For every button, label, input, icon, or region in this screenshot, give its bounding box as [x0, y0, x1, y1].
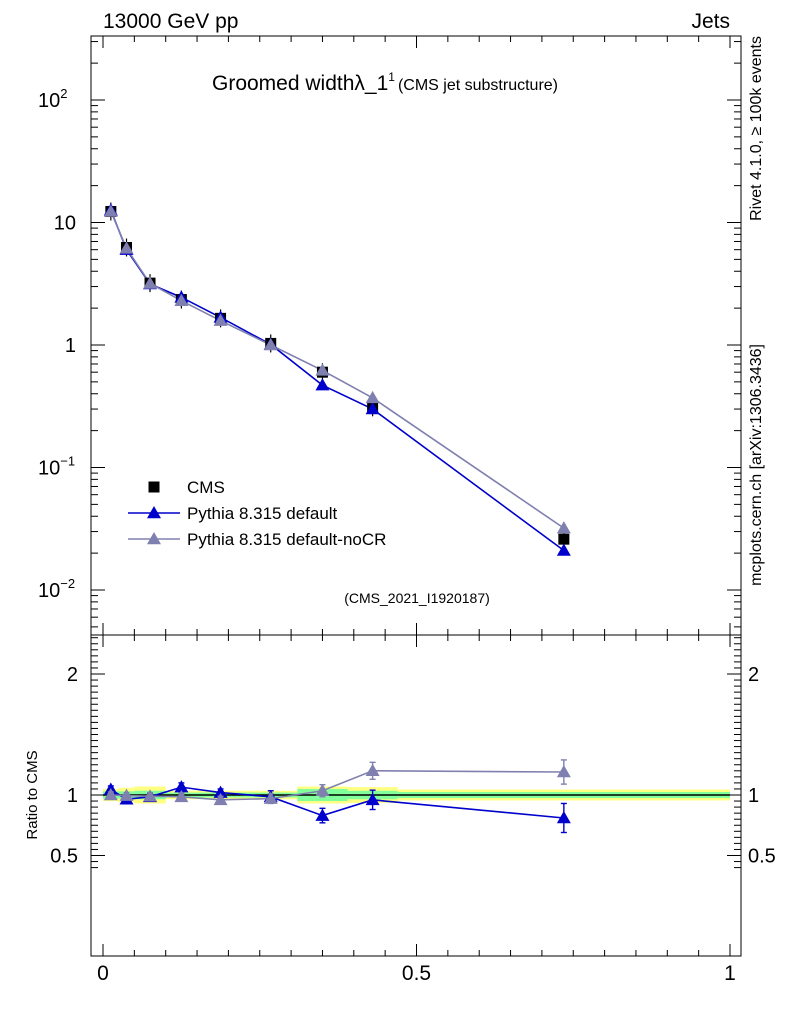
mc-data-point [263, 338, 278, 351]
y-tick-base: 10 [54, 213, 76, 235]
mc-data-point [174, 293, 189, 306]
x-tick-label: 0 [97, 962, 109, 985]
legend-marker [147, 532, 161, 545]
mc-data-point [556, 521, 571, 534]
y-tick-label-right: 1 [748, 785, 759, 807]
mc-data-point [103, 204, 118, 217]
energy-label: 13000 GeV pp [103, 10, 238, 33]
rivet-version-label: Rivet 4.1.0, ≥ 100k events [748, 36, 765, 221]
y-tick-exponent: −2 [60, 576, 75, 591]
title-symbol: λ_1 [354, 72, 388, 95]
x-tick-label: 1 [724, 962, 736, 985]
ratio-data-point [174, 780, 189, 793]
legend-marker [147, 506, 161, 519]
y-tick-exponent: −1 [60, 454, 75, 469]
mc-data-point [365, 402, 380, 415]
title-sup: 1 [388, 70, 395, 84]
mc-data-point [315, 363, 330, 376]
process-label: Jets [691, 10, 730, 33]
ratio-data-point [143, 789, 158, 802]
title-main: Groomed width [212, 72, 354, 95]
y-tick-label: 10−2 [38, 576, 75, 602]
y-tick-label: 1 [67, 785, 78, 807]
series-line [110, 209, 565, 552]
y-tick-label-right: 0.5 [748, 846, 776, 868]
plot-title: Groomed widthλ_11 (CMS jet substructure) [212, 70, 558, 95]
ratio-data-point [263, 791, 278, 804]
legend-marker-cms [148, 481, 160, 493]
x-tick-label: 0.5 [402, 962, 431, 985]
ratio-data-point [174, 789, 189, 803]
ratio-ylabel: Ratio to CMS [24, 750, 41, 839]
ratio-data-point [103, 788, 118, 801]
y-tick-base: 10 [38, 458, 60, 480]
mc-data-point [315, 378, 330, 391]
ratio-data-point [213, 785, 228, 798]
legend-label: Pythia 8.315 default-noCR [187, 530, 386, 549]
y-tick-exponent: 2 [60, 86, 67, 101]
series-line [110, 211, 565, 529]
mc-data-point [143, 276, 158, 289]
y-tick-label: 10−1 [38, 454, 75, 480]
mc-data-point [119, 241, 134, 254]
title-sub: (CMS jet substructure) [398, 77, 558, 94]
ratio-data-point [213, 792, 228, 806]
ratio-data-point [556, 810, 571, 824]
ratio-panel: 0 0.5 1 2 2 1 1 0.5 0.5 [50, 634, 776, 985]
mc-data-point [556, 543, 571, 556]
y-tick-label: 0.5 [50, 846, 78, 868]
ratio-data-point [365, 792, 380, 806]
y-tick-base: 10 [38, 90, 60, 112]
y-tick-label: 10 [54, 213, 76, 235]
mc-data-point [365, 390, 380, 404]
mc-data-point [213, 313, 228, 326]
mcplots-reference-label: mcplots.cern.ch [arXiv:1306.3436] [748, 344, 765, 586]
y-tick-base: 1 [65, 335, 76, 357]
y-tick-label: 1 [65, 335, 76, 357]
y-tick-label-right: 2 [748, 664, 759, 686]
ratio-data-point [119, 788, 134, 801]
ratio-data-point [315, 783, 330, 797]
analysis-id: (CMS_2021_I1920187) [344, 590, 490, 606]
y-tick-label: 102 [38, 86, 67, 112]
ratio-data-point [556, 765, 571, 778]
legend-label: Pythia 8.315 default [187, 504, 338, 523]
y-tick-label: 2 [67, 664, 78, 686]
ratio-data-point [365, 763, 380, 777]
y-tick-base: 10 [38, 580, 60, 602]
ratio-data-point [315, 808, 330, 821]
legend-label: CMS [187, 478, 225, 497]
